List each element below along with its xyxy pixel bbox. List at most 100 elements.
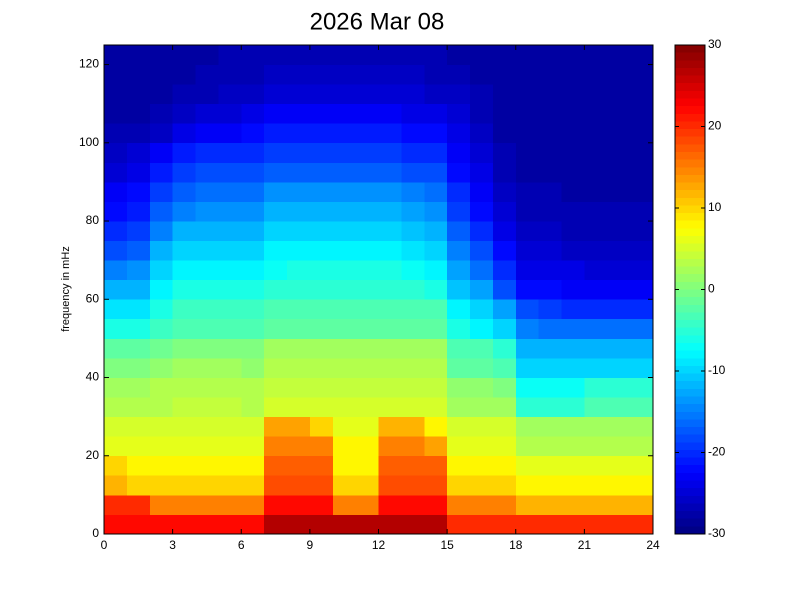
heatmap-cell (195, 377, 219, 398)
heatmap-cell (538, 397, 562, 418)
heatmap-cell (104, 221, 128, 241)
heatmap-cell (492, 103, 517, 124)
heatmap-cell (561, 240, 585, 261)
heatmap-cell (424, 436, 448, 457)
heatmap-cell (447, 475, 471, 496)
heatmap-cell (470, 260, 494, 281)
heatmap-cell (309, 475, 334, 496)
heatmap-cell (264, 299, 288, 320)
heatmap-cell (287, 455, 311, 476)
heatmap-cell (538, 142, 562, 163)
colorbar-tick-label: -30 (708, 526, 726, 540)
heatmap-cell (355, 436, 379, 457)
colorbar-swatch (675, 350, 705, 359)
heatmap-cell (355, 162, 379, 183)
heatmap-cell (332, 475, 357, 496)
heatmap-cell (332, 338, 357, 359)
heatmap-cell (470, 357, 494, 378)
heatmap-cell (401, 260, 425, 281)
heatmap-cell (126, 64, 151, 85)
heatmap-cell (607, 240, 631, 261)
heatmap-cell (149, 279, 174, 300)
heatmap-cell (309, 260, 334, 281)
heatmap-cell (309, 377, 334, 398)
heatmap-cell (218, 162, 242, 183)
heatmap-cell (332, 514, 357, 535)
colorbar-swatch (675, 167, 705, 176)
heatmap-cell (447, 299, 471, 320)
heatmap-cell (515, 377, 540, 398)
heatmap-cell (264, 84, 288, 105)
heatmap-cell (287, 475, 311, 496)
heatmap-cell (104, 338, 128, 359)
heatmap-cell (264, 318, 288, 339)
heatmap-cell (172, 279, 196, 300)
colorbar-swatch (675, 495, 705, 504)
heatmap-cell (401, 338, 425, 359)
colorbar-swatch (675, 106, 705, 115)
colorbar-swatch (675, 274, 705, 283)
heatmap-cell (630, 221, 654, 241)
heatmap-cell (401, 416, 425, 437)
heatmap-cell (538, 455, 562, 476)
heatmap-cell (332, 103, 357, 124)
colorbar-swatch (675, 205, 705, 214)
heatmap-cell (149, 201, 174, 222)
heatmap-cell (538, 221, 562, 241)
heatmap-cell (630, 64, 654, 85)
heatmap-cell (218, 240, 242, 261)
heatmap-cell (584, 84, 608, 105)
colorbar-swatch (675, 289, 705, 298)
heatmap-cell (172, 397, 196, 418)
heatmap-cell (355, 455, 379, 476)
heatmap-cell (126, 436, 151, 457)
colorbar-swatch (675, 320, 705, 329)
heatmap-cell (355, 123, 379, 144)
heatmap-cell (630, 84, 654, 105)
heatmap-cell (607, 64, 631, 85)
heatmap-cell (630, 416, 654, 437)
heatmap-cell (149, 45, 174, 65)
heatmap-cell (287, 240, 311, 261)
colorbar-swatch (675, 365, 705, 375)
heatmap-cell (241, 260, 265, 281)
heatmap-cell (447, 240, 471, 261)
heatmap-cell (470, 103, 494, 124)
colorbar-swatch (675, 526, 705, 535)
heatmap-cell (149, 357, 174, 378)
heatmap-cell (126, 260, 151, 281)
heatmap-cell (607, 221, 631, 241)
heatmap-cell (378, 64, 402, 85)
heatmap-cell (584, 221, 608, 241)
heatmap-cell (630, 494, 654, 515)
heatmap-cell (630, 123, 654, 144)
heatmap-cell (149, 455, 174, 476)
colorbar-swatch (675, 190, 705, 199)
heatmap-cell (241, 142, 265, 163)
colorbar-swatch (675, 358, 705, 367)
colorbar-swatch (675, 411, 705, 420)
colorbar-swatch (675, 136, 705, 145)
heatmap-cell (218, 397, 242, 418)
heatmap-cell (149, 377, 174, 398)
heatmap-cell (264, 103, 288, 124)
heatmap-cell (538, 84, 562, 105)
heatmap-cell (355, 64, 379, 85)
heatmap-cell (332, 260, 357, 281)
colorbar-swatch (675, 45, 705, 54)
heatmap-cell (424, 260, 448, 281)
heatmap-cell (287, 338, 311, 359)
heatmap-cell (584, 103, 608, 124)
heatmap-cell (218, 221, 242, 241)
heatmap-cell (104, 318, 128, 339)
heatmap-cell (195, 103, 219, 124)
heatmap-cell (218, 64, 242, 85)
heatmap-cell (561, 416, 585, 437)
heatmap-cell (104, 475, 128, 496)
heatmap-cell (470, 514, 494, 535)
heatmap-cell (218, 45, 242, 65)
colorbar-swatch (675, 465, 705, 474)
heatmap-cell (241, 475, 265, 496)
heatmap-cell (218, 299, 242, 320)
heatmap-cell (584, 436, 608, 457)
